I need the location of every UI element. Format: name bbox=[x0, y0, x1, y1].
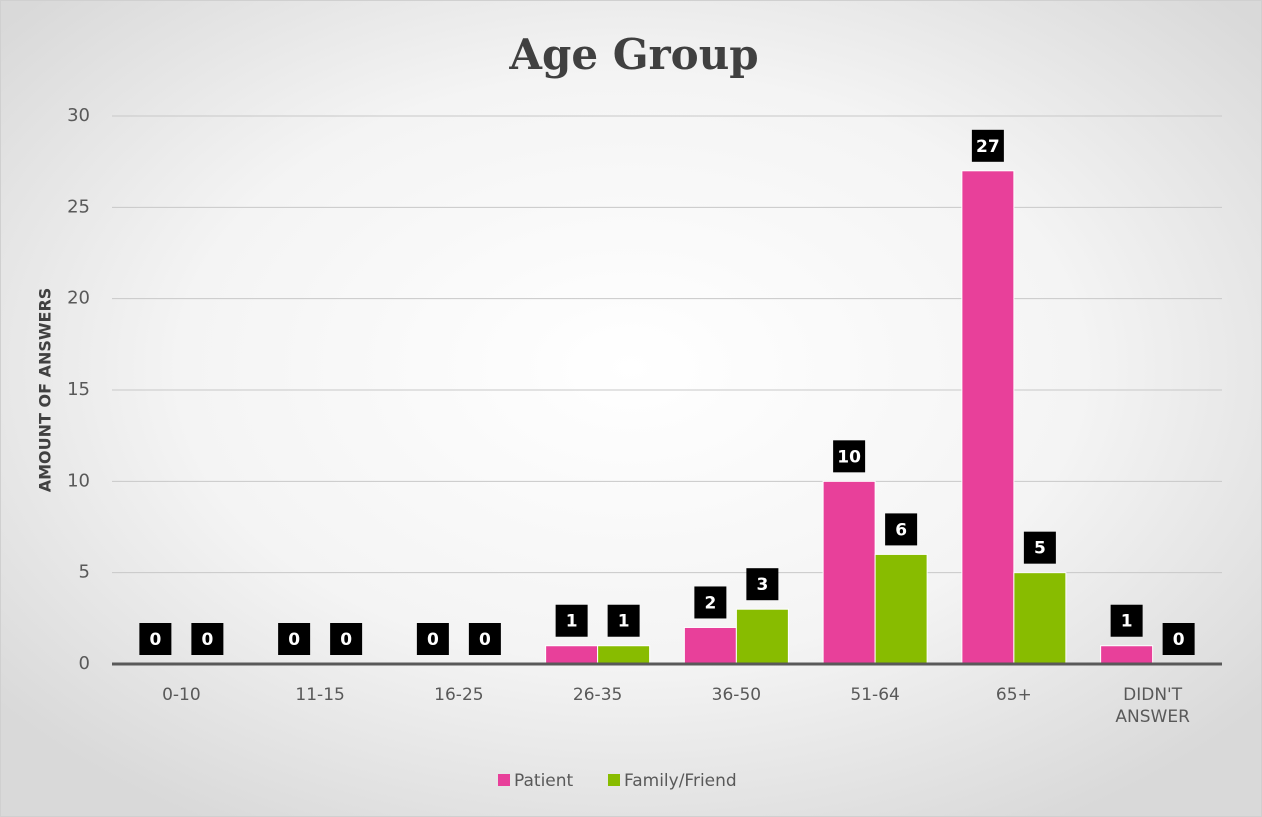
x-tick-label-text: 51-64 bbox=[850, 685, 900, 705]
x-tick-label: 11-15 bbox=[295, 685, 345, 705]
data-label-text: 0 bbox=[288, 630, 300, 650]
bar bbox=[545, 645, 599, 665]
data-label-text: 0 bbox=[427, 630, 439, 650]
data-label: 0 bbox=[468, 623, 501, 655]
data-label: 2 bbox=[694, 586, 727, 619]
y-tick-label: 25 bbox=[67, 196, 90, 217]
x-tick-label-text: 11-15 bbox=[295, 685, 345, 705]
data-label-box bbox=[971, 129, 1004, 162]
legend-swatch bbox=[498, 774, 510, 786]
x-tick-label-text: 65+ bbox=[995, 685, 1032, 705]
bar bbox=[597, 645, 651, 665]
bar bbox=[961, 170, 1015, 665]
data-label: 0 bbox=[330, 623, 363, 655]
data-label-box bbox=[885, 513, 918, 546]
data-label-box bbox=[468, 623, 501, 655]
data-label-text: 0 bbox=[340, 630, 352, 650]
bar bbox=[1100, 645, 1154, 665]
data-label-text: 0 bbox=[149, 630, 161, 650]
data-label: 3 bbox=[746, 568, 779, 601]
data-label: 27 bbox=[971, 129, 1004, 162]
bar bbox=[735, 608, 789, 665]
data-label-text: 6 bbox=[895, 520, 907, 540]
data-label-text: 27 bbox=[976, 137, 1000, 157]
data-label-box bbox=[1162, 623, 1195, 655]
data-label: 5 bbox=[1023, 531, 1056, 564]
data-label-box bbox=[330, 623, 363, 655]
data-label-text: 0 bbox=[479, 630, 491, 650]
data-label: 1 bbox=[607, 604, 640, 637]
bar bbox=[822, 480, 876, 665]
legend-label: Patient bbox=[514, 771, 574, 791]
x-tick-label: DIDN'T ANSWER bbox=[1115, 685, 1190, 727]
y-tick-label: 30 bbox=[67, 105, 90, 126]
chart-title: Age Group bbox=[508, 30, 758, 79]
data-label-box bbox=[416, 623, 449, 655]
bar bbox=[683, 626, 737, 665]
data-label: 0 bbox=[278, 623, 311, 655]
data-label: 6 bbox=[885, 513, 918, 546]
data-label-text: 1 bbox=[566, 612, 578, 632]
x-tick-label: 0-10 bbox=[162, 685, 201, 705]
legend-swatch bbox=[608, 774, 620, 786]
x-tick-label: 16-25 bbox=[434, 685, 484, 705]
data-label-box bbox=[607, 604, 640, 637]
data-label-text: 0 bbox=[1173, 630, 1185, 650]
data-label: 0 bbox=[191, 623, 224, 655]
data-label-text: 1 bbox=[1121, 612, 1133, 632]
data-label-text: 0 bbox=[201, 630, 213, 650]
data-label-box bbox=[278, 623, 311, 655]
x-tick-label-text: 36-50 bbox=[711, 685, 762, 705]
y-tick-label: 5 bbox=[79, 562, 90, 583]
y-tick-label: 15 bbox=[67, 379, 90, 400]
bar bbox=[1013, 572, 1067, 665]
x-tick-label: 65+ bbox=[995, 685, 1032, 705]
y-axis-label: AMOUNT OF ANSWERS bbox=[36, 288, 55, 493]
data-label: 0 bbox=[1162, 623, 1195, 655]
data-label-text: 3 bbox=[756, 575, 768, 595]
data-label: 10 bbox=[833, 440, 866, 473]
data-label-box bbox=[833, 440, 866, 473]
x-tick-label: 26-35 bbox=[572, 685, 623, 705]
data-label-text: 10 bbox=[837, 447, 861, 467]
x-tick-label-text: 16-25 bbox=[434, 685, 484, 705]
bar bbox=[874, 553, 928, 665]
x-tick-label: 51-64 bbox=[850, 685, 900, 705]
data-label-text: 1 bbox=[618, 612, 630, 632]
data-label: 1 bbox=[555, 604, 588, 637]
data-label: 1 bbox=[1110, 604, 1143, 637]
x-tick-label: 36-50 bbox=[711, 685, 762, 705]
legend-label: Family/Friend bbox=[624, 771, 737, 791]
data-label-text: 2 bbox=[704, 593, 716, 613]
data-label-box bbox=[139, 623, 172, 655]
data-label-box bbox=[746, 568, 779, 601]
data-label: 0 bbox=[139, 623, 172, 655]
x-tick-label-text: 0-10 bbox=[162, 685, 201, 705]
x-tick-label-text: DIDN'T ANSWER bbox=[1115, 685, 1190, 727]
y-tick-label: 0 bbox=[79, 653, 90, 674]
data-label-box bbox=[1023, 531, 1056, 564]
data-label-box bbox=[191, 623, 224, 655]
data-label-text: 5 bbox=[1034, 539, 1046, 559]
y-tick-label: 20 bbox=[67, 288, 90, 309]
data-label-box bbox=[1110, 604, 1143, 637]
x-tick-label-text: 26-35 bbox=[572, 685, 623, 705]
data-label-box bbox=[694, 586, 727, 619]
y-tick-label: 10 bbox=[67, 470, 90, 491]
data-label: 0 bbox=[416, 623, 449, 655]
data-label-box bbox=[555, 604, 588, 637]
